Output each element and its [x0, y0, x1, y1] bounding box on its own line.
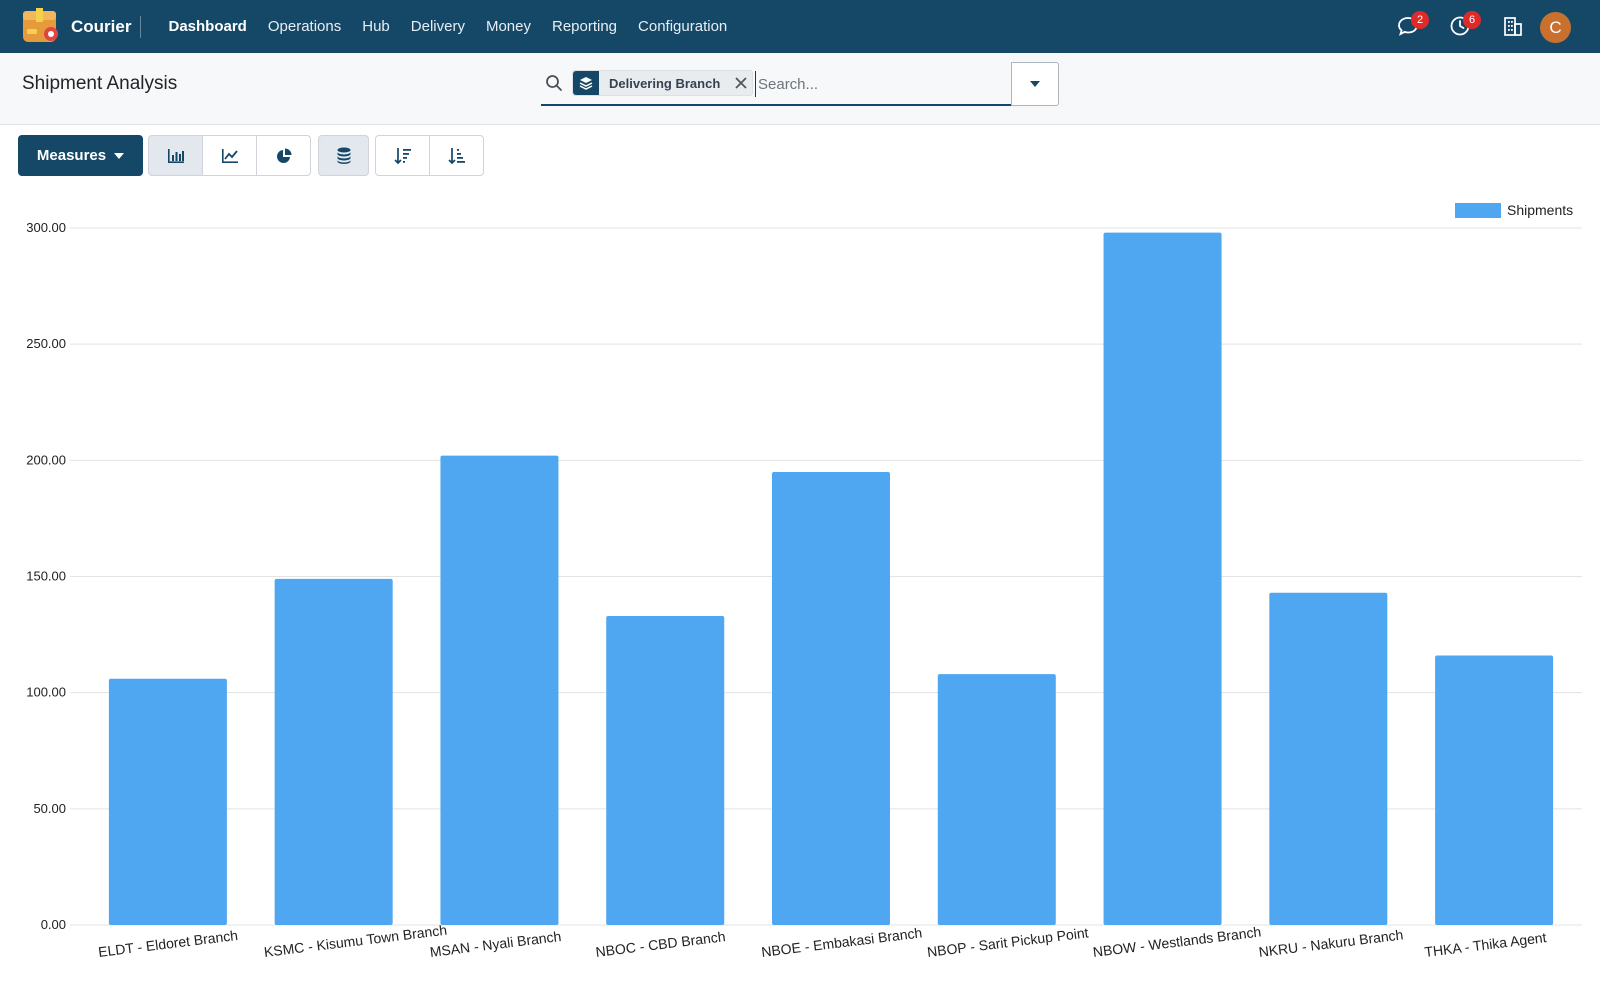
main-menu: Dashboard Operations Hub Delivery Money … [158, 0, 738, 53]
menu-item-hub[interactable]: Hub [362, 18, 390, 35]
y-tick-label: 250.00 [26, 336, 66, 351]
sort-descending-button[interactable] [375, 135, 430, 176]
x-tick-label: NBOP - Sarit Pickup Point [926, 924, 1089, 960]
x-tick-label: NBOC - CBD Branch [595, 928, 727, 960]
company-switcher-button[interactable] [1502, 15, 1526, 39]
x-tick-label: NBOW - Westlands Branch [1092, 923, 1262, 960]
sort-descending-icon [393, 147, 411, 164]
bar [937, 674, 1056, 925]
bar [606, 615, 725, 925]
line-chart-button[interactable] [202, 135, 257, 176]
bar-chart-button[interactable] [148, 135, 203, 176]
pie-chart-button[interactable] [256, 135, 311, 176]
stacked-group [318, 135, 369, 176]
sort-group [375, 135, 484, 176]
y-tick-label: 50.00 [33, 801, 66, 816]
sort-ascending-button[interactable] [429, 135, 484, 176]
measures-dropdown-button[interactable]: Measures [18, 135, 143, 176]
x-tick-label: NBOE - Embakasi Branch [760, 924, 923, 960]
menu-item-operations[interactable]: Operations [267, 18, 342, 35]
menu-item-delivery[interactable]: Delivery [410, 18, 465, 35]
menu-item-dashboard[interactable]: Dashboard [168, 18, 247, 35]
facet-label: Delivering Branch [609, 75, 721, 91]
caret-down-icon [1030, 81, 1040, 87]
x-tick-label: THKA - Thika Agent [1424, 929, 1548, 960]
graph-toolbar: Measures [0, 125, 1600, 185]
y-tick-label: 100.00 [26, 685, 66, 700]
chart-mode-group [148, 135, 311, 176]
page-title: Shipment Analysis [22, 73, 178, 94]
bar [274, 578, 393, 925]
bar [108, 678, 227, 925]
sort-ascending-icon [447, 147, 465, 164]
pie-chart-icon [276, 148, 291, 163]
building-icon [1504, 17, 1522, 36]
menu-item-money[interactable]: Money [485, 18, 531, 35]
top-navbar: Courier Dashboard Operations Hub Deliver… [0, 0, 1600, 53]
search-input[interactable] [755, 71, 1005, 97]
legend-label: Shipments [1507, 202, 1573, 218]
navbar-divider [140, 16, 141, 38]
search-options-toggle[interactable] [1011, 62, 1059, 106]
facet-remove-button[interactable] [730, 71, 752, 95]
menu-item-reporting[interactable]: Reporting [551, 18, 618, 35]
measures-label: Measures [36, 147, 107, 164]
bar-chart: 0.00 50.00 100.00 150.00 200.00 250.00 300.00 E… [26, 202, 1582, 960]
y-tick-label: 300.00 [26, 220, 66, 235]
messages-badge: 2 [1411, 11, 1429, 29]
x-tick-label: KSMC - Kisumu Town Branch [263, 922, 448, 960]
layers-icon [573, 71, 599, 95]
bar [440, 455, 559, 925]
x-tick-label: NKRU - Nakuru Branch [1258, 926, 1404, 960]
activities-button[interactable]: 6 [1449, 11, 1481, 39]
search-icon [546, 75, 562, 91]
bar [1269, 592, 1388, 925]
app-name[interactable]: Courier [71, 17, 132, 36]
search-panel: Delivering Branch [541, 62, 1059, 106]
bar [772, 471, 890, 925]
x-tick-label: ELDT - Eldoret Branch [97, 927, 238, 960]
bar-chart-icon [167, 148, 184, 163]
graph-view: 0.00 50.00 100.00 150.00 200.00 250.00 300.00 E… [0, 185, 1600, 1000]
menu-item-configuration[interactable]: Configuration [638, 18, 728, 35]
user-avatar[interactable]: C [1540, 12, 1571, 43]
messages-button[interactable]: 2 [1397, 11, 1429, 39]
close-icon [735, 77, 747, 89]
y-tick-label: 150.00 [26, 569, 66, 584]
y-tick-label: 0.00 [41, 917, 66, 932]
groupby-facet: Delivering Branch [572, 70, 754, 96]
y-tick-label: 200.00 [26, 452, 66, 467]
database-stack-icon [337, 147, 350, 164]
x-tick-label: MSAN - Nyali Branch [429, 928, 562, 960]
bar [1435, 655, 1554, 925]
activities-badge: 6 [1463, 11, 1481, 29]
legend-swatch [1455, 203, 1501, 218]
control-panel: Shipment Analysis Delivering Branch [0, 53, 1600, 125]
caret-down-icon [114, 152, 125, 159]
bar [1103, 232, 1222, 925]
courier-logo-icon[interactable] [22, 7, 60, 45]
search-bar: Delivering Branch [541, 62, 1012, 106]
stacked-toggle-button[interactable] [318, 135, 369, 176]
line-chart-icon [221, 148, 238, 163]
